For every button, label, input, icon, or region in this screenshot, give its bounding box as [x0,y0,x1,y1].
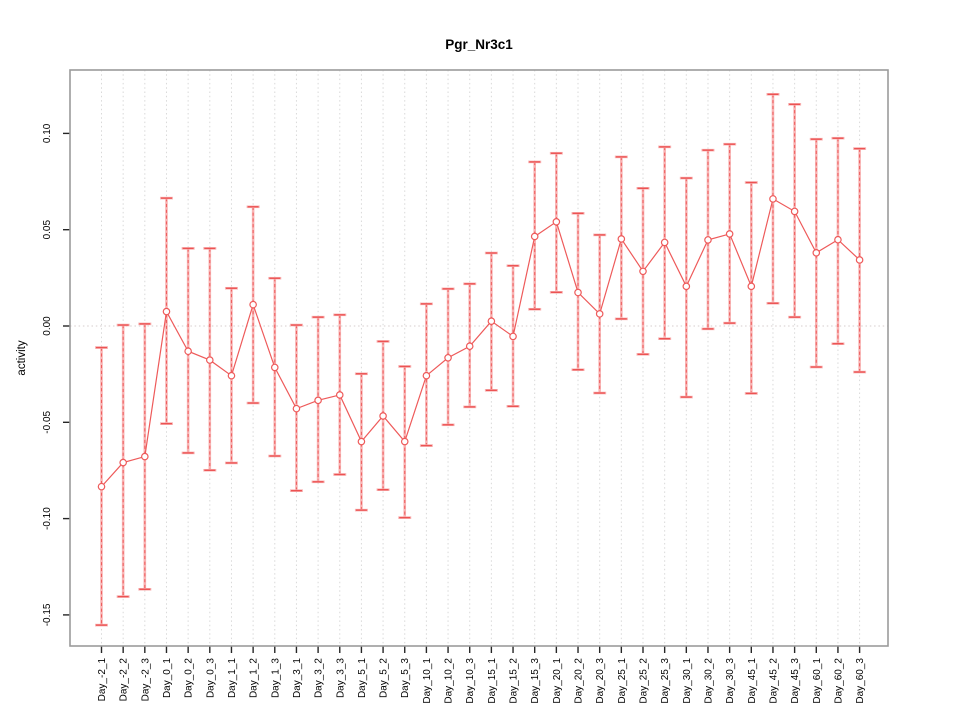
x-tick-label: Day_0_1 [162,658,173,698]
data-point-marker [141,452,149,461]
y-tick-label: 0.05 [42,220,53,240]
data-point-marker [530,232,539,241]
x-tick-label: Day_20_1 [552,658,563,704]
y-axis-label: activity [16,340,28,375]
x-tick-label: Day_30_3 [725,658,736,704]
data-point-marker [335,391,344,399]
chart-title: Pgr_Nr3c1 [445,37,513,52]
x-tick-label: Day_3_2 [314,658,325,698]
data-point-marker [639,267,647,276]
x-tick-label: Day_3_1 [292,658,303,698]
x-tick-label: Day_-2_2 [119,658,130,702]
x-tick-label: Day_30_2 [703,658,714,704]
error-bars-layer [95,93,867,627]
data-point-marker [97,482,106,491]
data-point-marker [292,404,301,413]
x-tick-label: Day_15_2 [509,658,520,704]
data-point-marker [400,437,409,446]
x-tick-label: Day_0_2 [184,658,195,698]
data-point-marker [465,342,474,351]
x-tick-label: Day_25_1 [617,658,628,704]
data-point-marker [206,356,214,364]
x-tick-label: Day_10_1 [422,658,433,704]
x-tick-label: Day_45_2 [768,658,779,704]
data-point-marker [834,235,842,244]
x-tick-label: Day_10_2 [444,658,455,704]
x-tick-label: Day_15_1 [487,658,498,704]
x-tick-label: Day_0_3 [205,658,216,698]
x-tick-label: Day_60_3 [855,658,866,704]
data-point-marker [855,256,864,264]
x-tick-label: Day_1_3 [270,658,281,698]
data-point-marker [509,332,517,341]
data-point-marker [444,353,452,362]
x-tick-label: Day_5_1 [357,658,368,698]
data-point-marker [747,282,756,291]
plot-border [69,69,889,647]
data-point-marker [595,310,604,318]
data-point-marker [552,218,561,226]
x-tick-label: Day_25_3 [660,658,671,704]
x-tick-label: Day_-2_1 [97,658,108,702]
data-point-marker [487,317,496,325]
x-tick-label: Day_-2_3 [140,658,151,702]
x-tick-label: Day_1_2 [249,658,260,698]
x-tick-label: Day_20_2 [574,658,585,704]
x-tick-label: Day_5_3 [400,658,411,698]
x-tick-label: Day_20_3 [595,658,606,704]
x-tick-label: Day_1_1 [227,658,238,698]
data-point-marker [812,249,821,257]
axes-layer: 0.10 0.05 0.00 -0.05 -0.10 -0.15 Day_-2_1 Day_-… [42,123,866,703]
x-tick-label: Day_30_1 [682,658,693,704]
data-point-marker [184,347,192,356]
x-tick-label: Day_45_1 [747,658,758,704]
x-tick-label: Day_60_1 [812,658,823,704]
x-tick-label: Day_3_3 [335,658,346,698]
data-point-marker [119,458,127,467]
data-point-marker [574,288,582,297]
data-point-marker [249,300,257,309]
data-point-marker [704,236,712,244]
x-tick-label: Day_10_3 [465,658,476,704]
data-point-marker [422,371,431,380]
y-tick-label: -0.15 [42,603,53,626]
data-point-marker [617,235,626,243]
data-point-marker [379,412,387,420]
data-point-marker [682,282,691,291]
series-line [101,197,861,488]
y-tick-label: -0.05 [42,410,53,433]
data-point-marker [769,195,777,203]
data-point-marker [357,437,366,446]
data-point-marker [270,363,279,372]
data-point-marker [227,371,236,380]
series-line-layer [101,197,861,488]
data-point-marker [314,396,322,405]
x-tick-label: Day_15_3 [530,658,541,704]
y-tick-label: -0.10 [42,507,53,530]
data-point-marker [725,230,734,238]
y-tick-label: 0.00 [42,316,53,336]
x-tick-label: Day_60_2 [833,658,844,704]
data-point-marker [162,307,171,316]
data-point-marker [660,238,669,247]
y-tick-label: 0.10 [42,123,53,143]
x-tick-label: Day_5_2 [379,658,390,698]
data-point-marker [790,207,799,216]
x-tick-label: Day_45_3 [790,658,801,704]
x-tick-label: Day_25_2 [639,658,650,704]
data-points-layer [97,195,864,491]
gridlines-layer [101,70,861,646]
